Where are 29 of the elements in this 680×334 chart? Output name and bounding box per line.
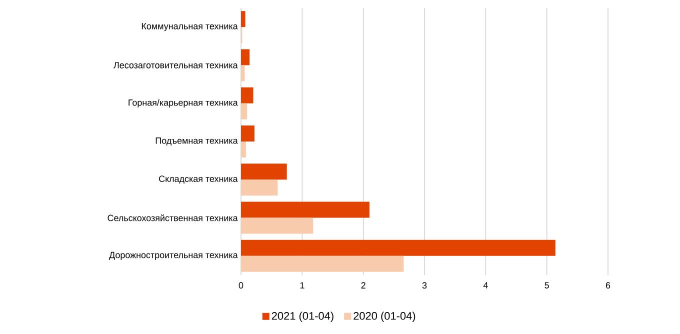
x-tick-label: 0 <box>238 282 244 289</box>
bar <box>241 65 245 82</box>
bar <box>241 240 556 256</box>
legend-label: 2021 (01-04) <box>272 312 334 322</box>
y-tick-label: Лесозаготовительная техника <box>114 62 238 68</box>
bar <box>241 11 246 28</box>
x-tick-label: 5 <box>544 282 549 288</box>
y-tick-label: Дорожностроительная техника <box>109 252 238 260</box>
x-tick-label: 1 <box>300 282 304 288</box>
bar <box>241 126 254 142</box>
y-tick-label: Горная/карьерная техника <box>128 99 238 108</box>
x-tick-label: 3 <box>422 282 427 289</box>
bar <box>241 49 250 66</box>
bar <box>241 202 370 218</box>
bar <box>241 256 404 272</box>
legend-label: 2020 (01-04) <box>354 312 416 322</box>
bar <box>241 103 248 120</box>
y-tick-label: Коммунальная техника <box>142 23 238 32</box>
bar <box>241 87 254 104</box>
bar <box>241 142 246 158</box>
y-tick-label: Складская техника <box>159 176 238 184</box>
bar <box>241 164 287 180</box>
y-tick-label: Подъемная техника <box>156 138 238 146</box>
bar <box>241 180 278 196</box>
x-tick-label: 4 <box>483 282 488 288</box>
y-tick-label: Сельскохозяйственная техника <box>108 214 238 222</box>
x-tick-label: 2 <box>361 282 366 288</box>
bar <box>241 218 314 234</box>
x-tick-label: 6 <box>606 282 610 289</box>
